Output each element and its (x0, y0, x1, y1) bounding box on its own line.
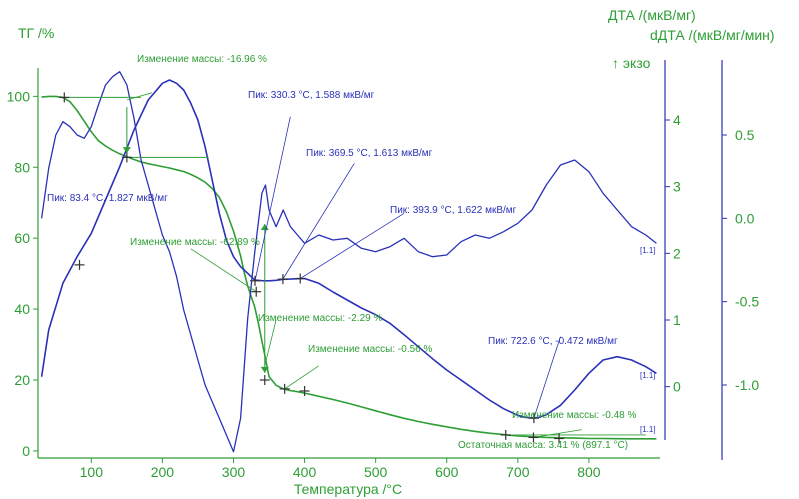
mass-label-leader-4 (284, 365, 320, 390)
x-tick-label: 700 (506, 464, 530, 480)
mass-change-label-3: Изменение массы: -2.29 % (258, 313, 382, 324)
peak-label-3: Пик: 369.5 °C, 1.613 мкВ/мг (306, 148, 433, 159)
arrowhead-2-bottom (260, 366, 269, 373)
peak-leader-5 (533, 336, 561, 419)
residual-mass-label: Остаточная масса: 3.41 % (897.1 °C) (458, 440, 628, 451)
curve-tag-dta: [1.1] (640, 371, 656, 380)
peak-label-1: Пик: 83.4 °C, 1.827 мкВ/мг (47, 193, 168, 204)
curve-tag-ddta: [1.1] (640, 246, 656, 255)
y-right1-tick-label: 1 (673, 312, 681, 328)
x-tick-label: 100 (80, 464, 104, 480)
y-left-tick-label: 0 (22, 443, 30, 459)
peak-label-2: Пик: 330.3 °C, 1.588 мкВ/мг (248, 90, 375, 101)
y-left-tick-label: 100 (7, 88, 31, 104)
y-right2-tick-label: 0.5 (735, 127, 755, 143)
dta-curve (40, 79, 657, 419)
y-right1-tick-label: 3 (673, 179, 681, 195)
mass-label-leader-3 (264, 319, 277, 366)
arrowhead-1 (122, 147, 131, 154)
x-tick-label: 500 (364, 464, 388, 480)
mass-change-label-5: Изменение массы: -0.48 % (512, 410, 636, 421)
y-right1-tick-label: 4 (673, 112, 681, 128)
arrowhead-2-top (260, 224, 269, 230)
y-right2-tick-label: -0.5 (735, 294, 759, 310)
x-axis-label: Температура /°C (294, 481, 402, 497)
x-tick-label: 600 (435, 464, 459, 480)
x-tick-label: 400 (293, 464, 317, 480)
y-right2-tick-label: 0.0 (735, 210, 755, 226)
y-right1-tick-label: 2 (673, 245, 681, 261)
mass-change-label-1: Изменение массы: -16.96 % (137, 54, 267, 65)
peak-label-4: Пик: 393.9 °C, 1.622 мкВ/мг (390, 205, 517, 216)
y-left-axis-label: ТГ /% (18, 25, 54, 41)
mass-label-leader-5 (533, 429, 582, 438)
x-tick-label: 300 (222, 464, 246, 480)
y-right1-axis-label: ДТА /(мкВ/мг) (608, 7, 696, 23)
y-right1-tick-label: 0 (673, 379, 681, 395)
peak-leader-4 (300, 212, 405, 279)
peak-leader-2 (254, 116, 291, 281)
y-left-tick-label: 40 (14, 301, 30, 317)
x-tick-label: 800 (577, 464, 601, 480)
y-left-tick-label: 60 (14, 230, 30, 246)
y-left-tick-label: 80 (14, 159, 30, 175)
peak-label-5: Пик: 722.6 °C, -0.472 мкВ/мг (488, 336, 618, 347)
curve-tag-tg: [1.1] (640, 425, 656, 434)
mass-label-leader-1 (126, 92, 152, 101)
y-right2-axis-label: dДТА /(мкВ/мг/мин) (650, 27, 775, 43)
x-tick-label: 200 (151, 464, 175, 480)
y-right2-tick-label: -1.0 (735, 377, 759, 393)
mass-change-label-2: Изменение массы: -62.89 % (130, 237, 260, 248)
y-left-tick-label: 20 (14, 372, 30, 388)
mass-label-leader-2 (190, 248, 257, 293)
ddta-curve (40, 71, 657, 453)
mass-change-label-4: Изменение массы: -0.56 % (308, 344, 432, 355)
exo-direction-label: ↑ экзо (612, 55, 651, 71)
peak-leader-3 (282, 163, 355, 280)
